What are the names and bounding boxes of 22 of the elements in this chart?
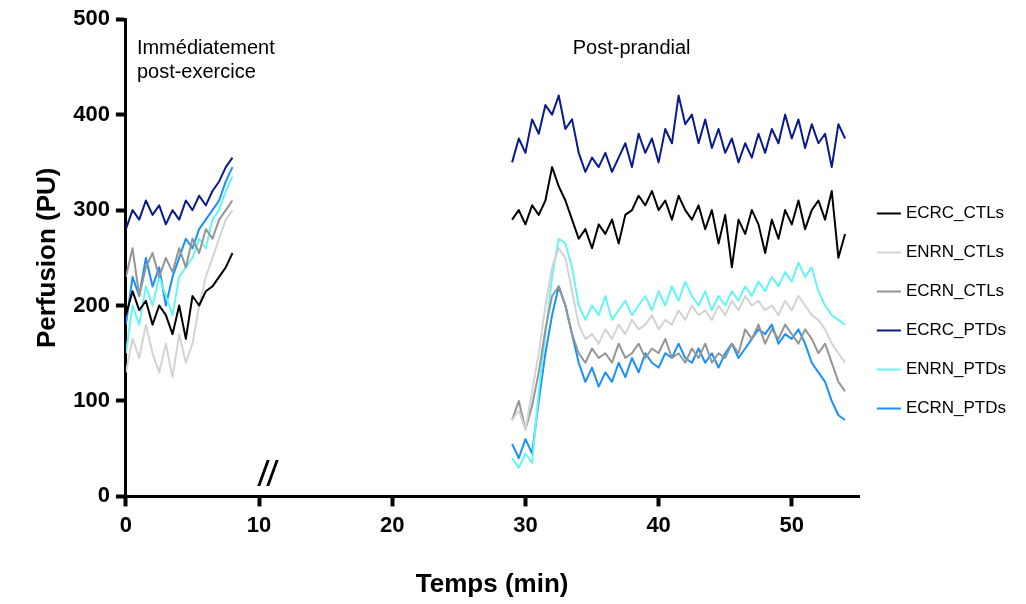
y-tick-label: 300 bbox=[73, 196, 110, 222]
annotation: Immédiatement post-exercice bbox=[136, 35, 276, 82]
x-tick-label: 20 bbox=[380, 511, 405, 537]
y-axis-title: Perfusion (PU) bbox=[30, 167, 61, 349]
legend-label: ECRC_CTLs bbox=[905, 203, 1005, 223]
y-tick-label: 500 bbox=[73, 5, 110, 31]
x-axis-title: Temps (min) bbox=[415, 567, 569, 598]
legend-label: ECRC_PTDs bbox=[905, 320, 1006, 340]
x-tick-label: 10 bbox=[246, 511, 272, 537]
y-tick-label: 200 bbox=[73, 291, 110, 317]
x-tick-label: 40 bbox=[646, 511, 671, 537]
y-tick-label: 0 bbox=[97, 482, 110, 508]
legend-label: ENRN_CTLs bbox=[905, 242, 1005, 262]
x-tick-label: 0 bbox=[119, 511, 133, 537]
y-tick-label: 400 bbox=[73, 100, 110, 126]
x-tick-label: 30 bbox=[513, 511, 538, 537]
legend-label: ECRN_PTDs bbox=[905, 398, 1006, 418]
annotation: Post-prandial bbox=[572, 35, 691, 58]
x-tick-label: 50 bbox=[779, 511, 805, 537]
legend-label: ECRN_CTLs bbox=[905, 281, 1005, 301]
legend-label: ENRN_PTDs bbox=[905, 359, 1006, 379]
y-tick-label: 100 bbox=[73, 387, 110, 413]
